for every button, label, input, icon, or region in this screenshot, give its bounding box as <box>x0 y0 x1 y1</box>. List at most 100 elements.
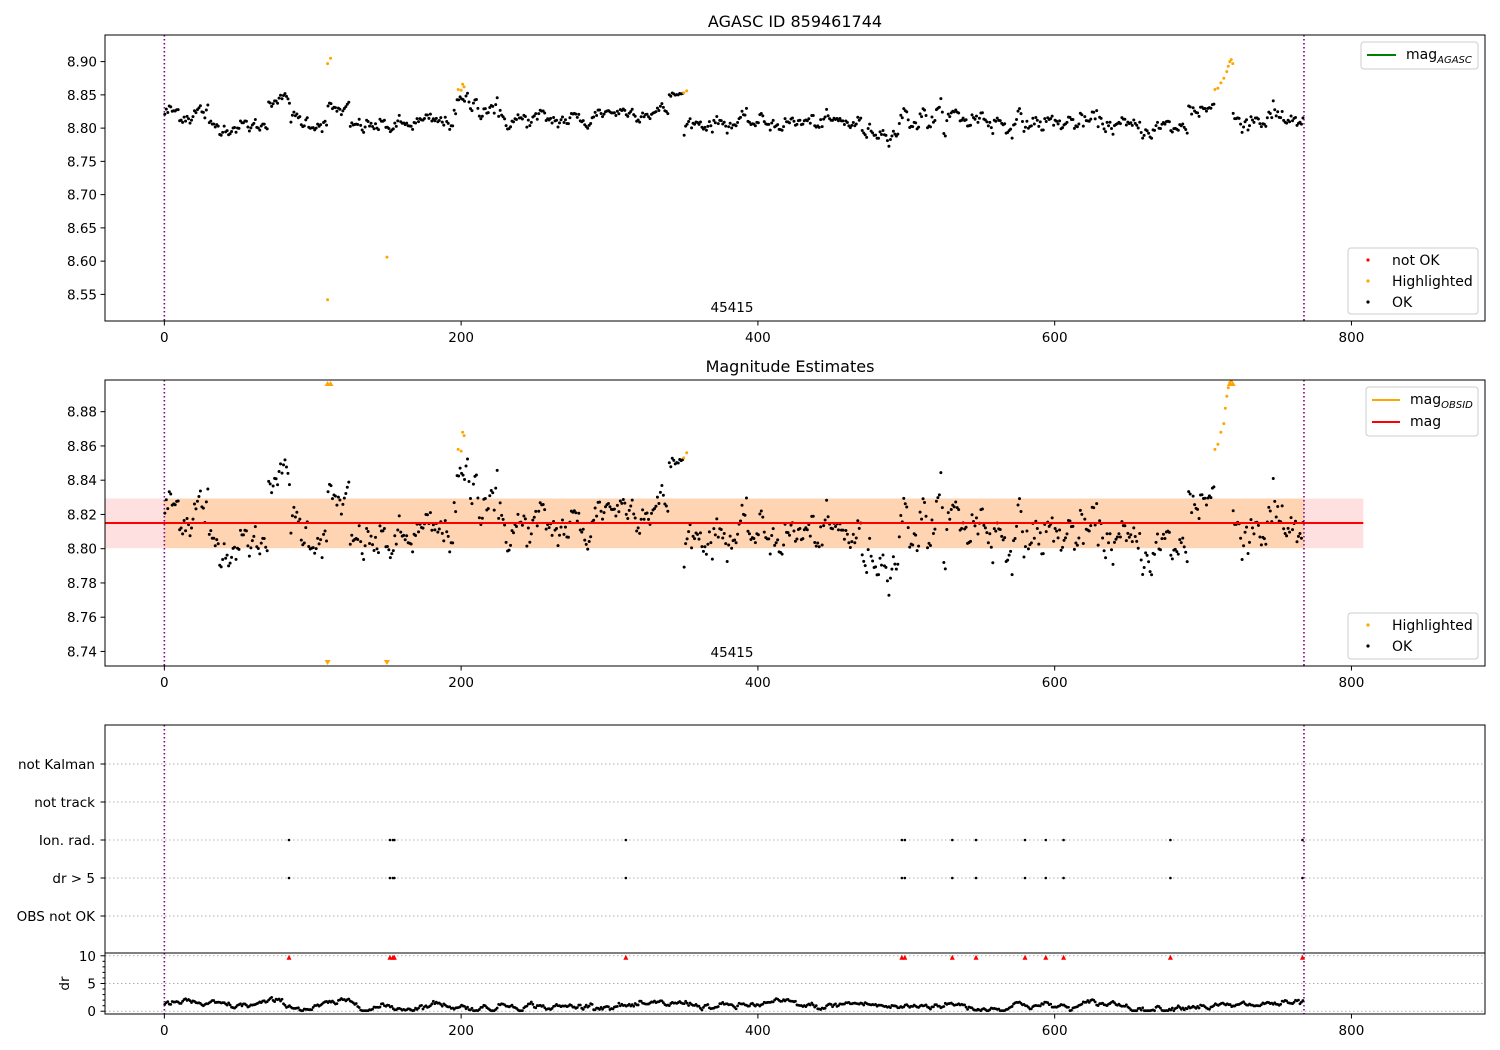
panel-agasc: 0 200 400 600 800 8.55 8.60 8.65 8.70 8.75 8.80 8.8… <box>67 12 1486 346</box>
ok-point <box>498 501 502 505</box>
ok-point <box>945 119 949 123</box>
ok-point <box>390 552 394 556</box>
ok-point <box>701 549 705 553</box>
ok-point <box>405 121 409 125</box>
ok-point <box>252 534 256 538</box>
ok-point <box>602 112 606 116</box>
ok-point <box>1038 120 1042 124</box>
ok-point <box>690 126 694 130</box>
ok-point <box>477 114 481 118</box>
ok-point <box>710 557 714 561</box>
ok-point <box>1271 99 1275 103</box>
ok-point <box>1104 556 1108 560</box>
ok-point <box>657 109 661 113</box>
ok-point <box>612 111 616 115</box>
ok-point <box>786 531 790 535</box>
dr-point <box>212 999 216 1002</box>
ok-point <box>880 563 884 567</box>
ok-point <box>583 538 587 542</box>
ok-point <box>277 470 281 474</box>
ok-point <box>1289 516 1293 520</box>
ok-point <box>1173 547 1177 551</box>
ok-point <box>697 537 701 541</box>
ok-point <box>1248 540 1252 544</box>
ok-point <box>179 526 183 530</box>
ok-point <box>878 130 882 134</box>
dr-point <box>534 1006 538 1010</box>
ok-point <box>801 537 805 541</box>
ok-point <box>658 104 662 108</box>
panel-mag-title: Magnitude Estimates <box>706 357 875 376</box>
ok-point <box>756 533 760 537</box>
flag-point <box>1044 838 1048 842</box>
ok-point <box>345 485 349 489</box>
ok-point <box>443 519 447 523</box>
ok-point <box>1093 523 1097 527</box>
ok-point <box>212 536 216 540</box>
ok-point <box>203 116 207 120</box>
ok-point <box>1280 504 1284 508</box>
ok-point <box>1071 117 1075 121</box>
flag-point <box>388 838 392 842</box>
ok-point <box>939 471 943 475</box>
dr-ytick-label: 5 <box>87 977 96 993</box>
ok-point <box>311 546 315 550</box>
legend-lines-agasc: magAGASC <box>1360 41 1479 70</box>
ok-point <box>894 567 898 571</box>
ok-point <box>371 543 375 547</box>
ok-point <box>684 542 688 546</box>
dr-point <box>463 1004 466 1008</box>
ok-point <box>1289 114 1293 118</box>
ok-point <box>365 526 369 530</box>
ok-point <box>645 511 649 515</box>
dr-point <box>531 1002 535 1006</box>
ok-point <box>598 108 602 112</box>
ok-point <box>825 107 829 111</box>
ok-point <box>887 593 891 597</box>
dr-point <box>1172 1009 1176 1013</box>
ok-point <box>1118 122 1122 126</box>
ok-point <box>762 120 766 124</box>
dr-point <box>771 1000 775 1004</box>
ok-point <box>624 512 628 516</box>
panel-agasc-ytick-label: 8.85 <box>67 88 97 104</box>
ok-point <box>1023 125 1027 129</box>
panel-dr: 0 5 10 dr 0 200 400 600 800 <box>57 949 1486 1039</box>
ok-point <box>1170 130 1174 134</box>
ok-point <box>549 116 553 120</box>
ok-point <box>454 510 458 514</box>
dr-point <box>682 1002 686 1006</box>
ok-point <box>1006 558 1010 562</box>
ok-point <box>1053 526 1057 530</box>
ok-point <box>233 545 237 549</box>
ok-point <box>463 478 467 482</box>
ok-point <box>495 468 499 472</box>
ok-point <box>685 122 689 126</box>
ok-point <box>173 503 177 507</box>
ok-point <box>356 538 360 542</box>
ok-point <box>442 123 446 127</box>
ok-point <box>985 120 989 124</box>
ok-point <box>615 109 619 113</box>
ok-point <box>940 506 944 510</box>
ok-point <box>1035 118 1039 122</box>
ok-point <box>338 498 342 502</box>
ok-point <box>333 106 337 110</box>
legend-mag-label: mag <box>1406 47 1437 63</box>
ok-point <box>541 502 545 506</box>
ok-point <box>1130 123 1134 127</box>
ok-point <box>391 127 395 131</box>
ok-point <box>885 579 889 583</box>
ok-point <box>1178 538 1182 542</box>
ok-point <box>798 526 802 530</box>
ok-point <box>908 545 912 549</box>
ok-point <box>868 536 872 540</box>
ok-point <box>822 524 826 528</box>
ok-point <box>339 113 343 117</box>
legend-points-mag-box <box>1347 612 1479 660</box>
ok-point <box>270 491 274 495</box>
ok-point <box>213 125 217 129</box>
ok-point <box>1074 541 1078 545</box>
ok-point <box>767 537 771 541</box>
